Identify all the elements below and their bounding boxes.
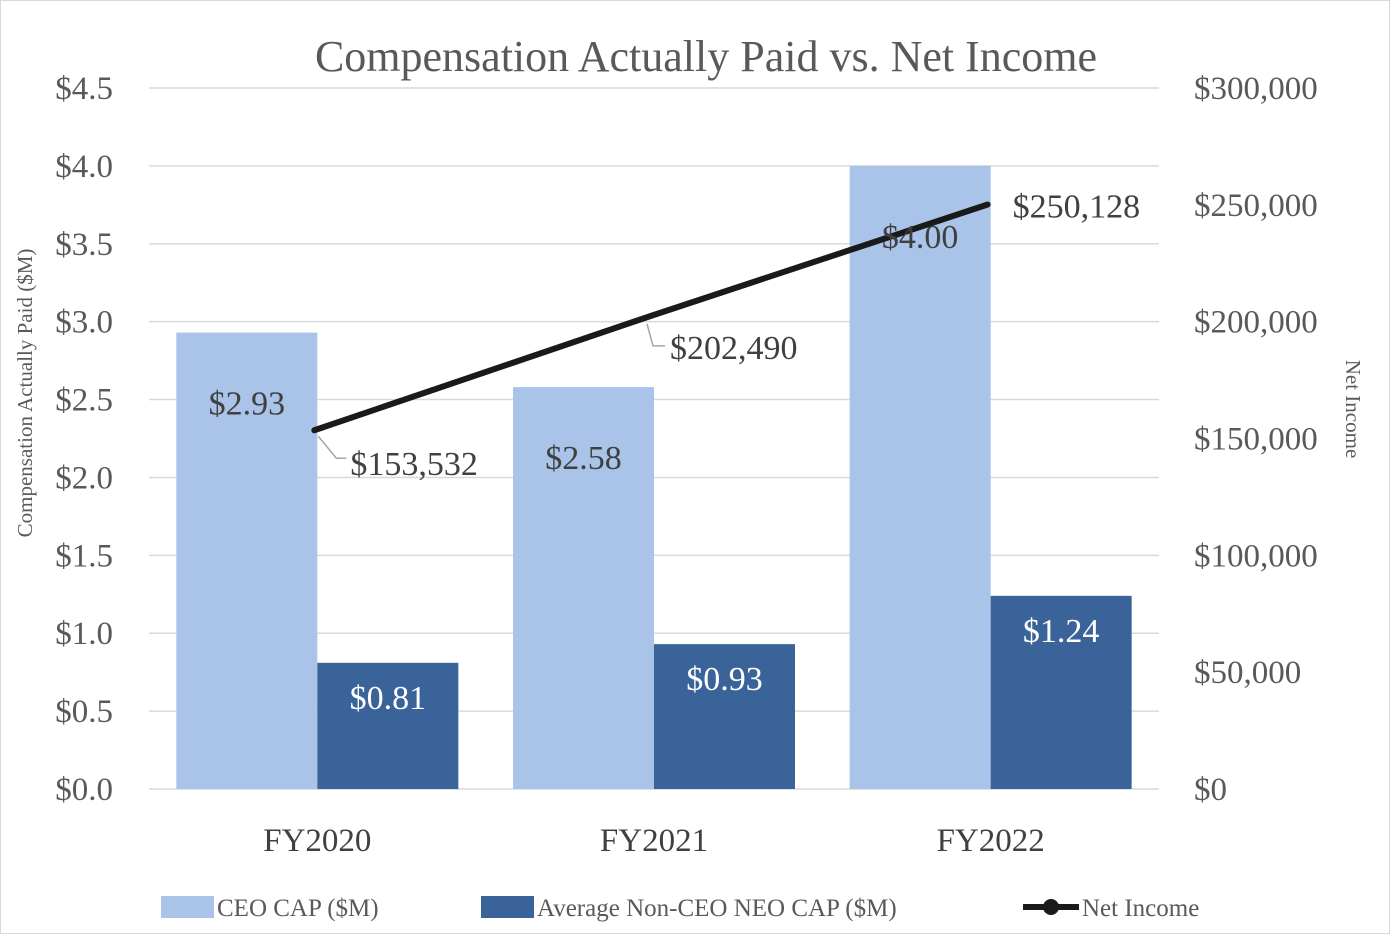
net-income-leader-line [317, 435, 347, 459]
category-label: FY2022 [937, 823, 1045, 859]
left-axis-ticks: $0.0 $0.5 $1.0 $1.5 $2.0 $2.5 $3.0 $3.5 $4.0 $4.5 [55, 71, 113, 808]
net-income-line-group [311, 201, 991, 459]
chart-title: Compensation Actually Paid vs. Net Incom… [315, 32, 1097, 81]
left-axis-tick-label: $2.5 [55, 383, 113, 419]
left-axis-tick-label: $1.5 [55, 538, 113, 574]
left-axis-tick-label: $0.5 [55, 694, 113, 730]
legend: CEO CAP ($M) Average Non-CEO NEO CAP ($M)… [161, 895, 1199, 922]
legend-swatch-avg-neo-cap [481, 896, 534, 918]
left-axis-tick-label: $2.0 [55, 460, 113, 496]
left-axis-tick-label: $3.5 [55, 227, 113, 263]
net-income-value-label: $153,532 [350, 446, 478, 483]
avg-neo-cap-value-label: $0.93 [686, 661, 763, 698]
right-axis-tick-label: $200,000 [1194, 305, 1318, 341]
ceo-cap-value-label: $4.00 [882, 219, 959, 256]
bar-ceo-cap [176, 332, 318, 789]
net-income-value-label: $250,128 [1013, 189, 1141, 226]
net-income-leader-line [646, 323, 665, 347]
right-axis-tick-label: $0 [1194, 772, 1227, 808]
right-axis-tick-label: $100,000 [1194, 538, 1318, 574]
left-axis-tick-label: $0.0 [55, 772, 113, 808]
avg-neo-cap-value-label: $1.24 [1023, 613, 1100, 650]
ceo-cap-value-label: $2.58 [545, 440, 622, 477]
left-axis-tick-label: $4.0 [55, 149, 113, 185]
right-axis-tick-label: $300,000 [1194, 71, 1318, 107]
right-axis-ticks: $0 $50,000 $100,000 $150,000 $200,000 $250,00… [1194, 71, 1318, 808]
category-labels: FY2020 FY2021 FY2022 [263, 823, 1045, 859]
category-label: FY2021 [600, 823, 708, 859]
left-axis-tick-label: $1.0 [55, 616, 113, 652]
left-axis-tick-label: $3.0 [55, 305, 113, 341]
left-axis-tick-label: $4.5 [55, 71, 113, 107]
right-axis-tick-label: $250,000 [1194, 188, 1318, 224]
bar-ceo-cap [849, 165, 991, 789]
left-axis-title: Compensation Actually Paid ($M) [13, 249, 37, 538]
legend-label-avg-neo-cap: Average Non-CEO NEO CAP ($M) [537, 895, 897, 922]
right-axis-tick-label: $50,000 [1194, 655, 1301, 691]
legend-swatch-ceo-cap [161, 896, 214, 918]
avg-neo-cap-value-label: $0.81 [350, 680, 427, 717]
bars [176, 165, 1132, 789]
legend-marker-net-income [1043, 899, 1059, 915]
bar-avg-neo-cap [990, 595, 1132, 789]
bar-ceo-cap [513, 387, 654, 789]
net-income-value-label: $202,490 [670, 330, 798, 367]
legend-label-ceo-cap: CEO CAP ($M) [217, 895, 379, 922]
legend-label-net-income: Net Income [1082, 895, 1199, 922]
bar-avg-neo-cap [317, 662, 459, 789]
ceo-cap-value-label: $2.93 [209, 386, 286, 423]
net-income-line [311, 201, 991, 434]
category-label: FY2020 [263, 823, 371, 859]
data-labels: $2.93 $0.81 $2.58 $0.93 $4.00 $1.24 $153,532 $2… [209, 189, 1141, 717]
right-axis-title: Net Income [1341, 360, 1365, 459]
right-axis-tick-label: $150,000 [1194, 422, 1318, 458]
bar-avg-neo-cap [654, 644, 795, 789]
